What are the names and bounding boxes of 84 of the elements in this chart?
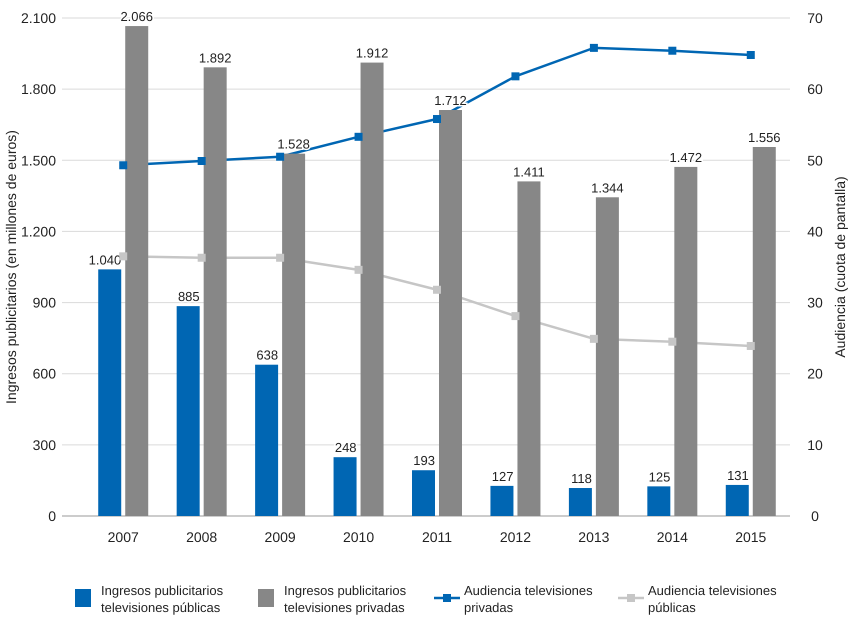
bar xyxy=(176,306,200,516)
bar xyxy=(490,486,514,516)
y-tick-label: 900 xyxy=(32,294,56,311)
point xyxy=(198,156,206,165)
point xyxy=(590,334,598,343)
y-axis-title: Ingresos publicitarios (en millones de euros) xyxy=(3,130,19,404)
bar xyxy=(255,364,278,516)
data-label: 127 xyxy=(492,468,514,484)
data-label: 131 xyxy=(727,468,749,483)
data-label: 2.066 xyxy=(120,9,153,24)
bar xyxy=(752,147,776,516)
x-tick-label: 2007 xyxy=(108,529,139,545)
data-label: 125 xyxy=(648,469,670,484)
data-label: 1.892 xyxy=(198,50,232,66)
data-label: 193 xyxy=(413,453,435,468)
data-label: 1.040 xyxy=(88,252,122,268)
data-label: 1.411 xyxy=(513,164,545,180)
y-tick-label: 300 xyxy=(32,436,56,453)
bar xyxy=(596,197,619,516)
data-label: 1.472 xyxy=(670,150,702,165)
y2-tick-label: 50 xyxy=(807,152,823,168)
x-tick-label: 2010 xyxy=(342,529,374,545)
data-label: 638 xyxy=(256,348,278,363)
data-label: 248 xyxy=(334,440,357,456)
x-tick-label: 2008 xyxy=(186,529,218,545)
x-tick-label: 2009 xyxy=(264,529,296,545)
data-label: 1.528 xyxy=(277,136,310,152)
x-tick-label: 2011 xyxy=(422,529,452,545)
y-tick-label: 0 xyxy=(48,508,56,524)
bar xyxy=(439,110,462,516)
x-tick-label: 2015 xyxy=(735,529,767,545)
point xyxy=(511,72,520,80)
bar xyxy=(517,181,540,516)
legend-label: Ingresos publicitarios televisiones privadas xyxy=(284,583,407,615)
data-label: 885 xyxy=(178,289,200,304)
legend-label: Audiencia televisiones privadas xyxy=(464,583,594,615)
bar xyxy=(98,269,122,516)
point xyxy=(433,286,441,294)
point xyxy=(354,266,363,274)
bar xyxy=(726,484,749,516)
bar xyxy=(204,67,227,516)
point xyxy=(668,46,676,55)
y-tick-label: 1.800 xyxy=(20,81,56,98)
y2-tick-label: 20 xyxy=(807,366,823,382)
y2-axis-title: Audiencia (cuota de pantalla) xyxy=(832,176,848,358)
y2-tick-label: 60 xyxy=(807,81,823,98)
bar xyxy=(674,166,698,516)
x-tick-label: 2014 xyxy=(656,529,688,545)
data-label: 118 xyxy=(571,471,592,486)
y2-tick-label: 70 xyxy=(807,10,823,26)
bar xyxy=(360,62,384,516)
y-tick-label: 2.100 xyxy=(20,10,56,26)
point xyxy=(590,44,598,52)
y2-tick-label: 0 xyxy=(811,508,820,524)
bar xyxy=(334,457,357,516)
y2-tick-label: 30 xyxy=(807,294,823,311)
data-label: 1.912 xyxy=(356,46,388,61)
point xyxy=(511,312,520,320)
point xyxy=(276,152,284,161)
bar xyxy=(282,154,306,516)
data-label: 1.344 xyxy=(591,180,624,196)
bar xyxy=(647,486,670,516)
y-tick-label: 1.200 xyxy=(20,223,56,240)
data-label: 1.556 xyxy=(748,130,781,146)
y2-tick-label: 10 xyxy=(807,436,823,453)
point xyxy=(119,161,128,170)
point xyxy=(433,115,441,124)
point xyxy=(354,132,363,141)
x-tick-label: 2012 xyxy=(500,529,532,545)
bar xyxy=(412,470,435,516)
x-tick-label: 2013 xyxy=(578,529,610,545)
point xyxy=(276,254,284,262)
legend-label: Ingresos publicitarios televisiones públicas xyxy=(101,583,224,615)
y-tick-label: 1.500 xyxy=(20,152,56,168)
bar xyxy=(568,488,592,516)
bar xyxy=(125,26,148,516)
point xyxy=(746,50,755,59)
y-tick-label: 600 xyxy=(32,366,56,382)
data-label: 1.712 xyxy=(434,93,467,108)
point xyxy=(746,342,755,350)
point xyxy=(668,338,676,346)
legend-label: Audiencia televisiones públicas xyxy=(648,583,778,615)
y2-tick-label: 40 xyxy=(807,223,823,240)
point xyxy=(198,254,206,262)
